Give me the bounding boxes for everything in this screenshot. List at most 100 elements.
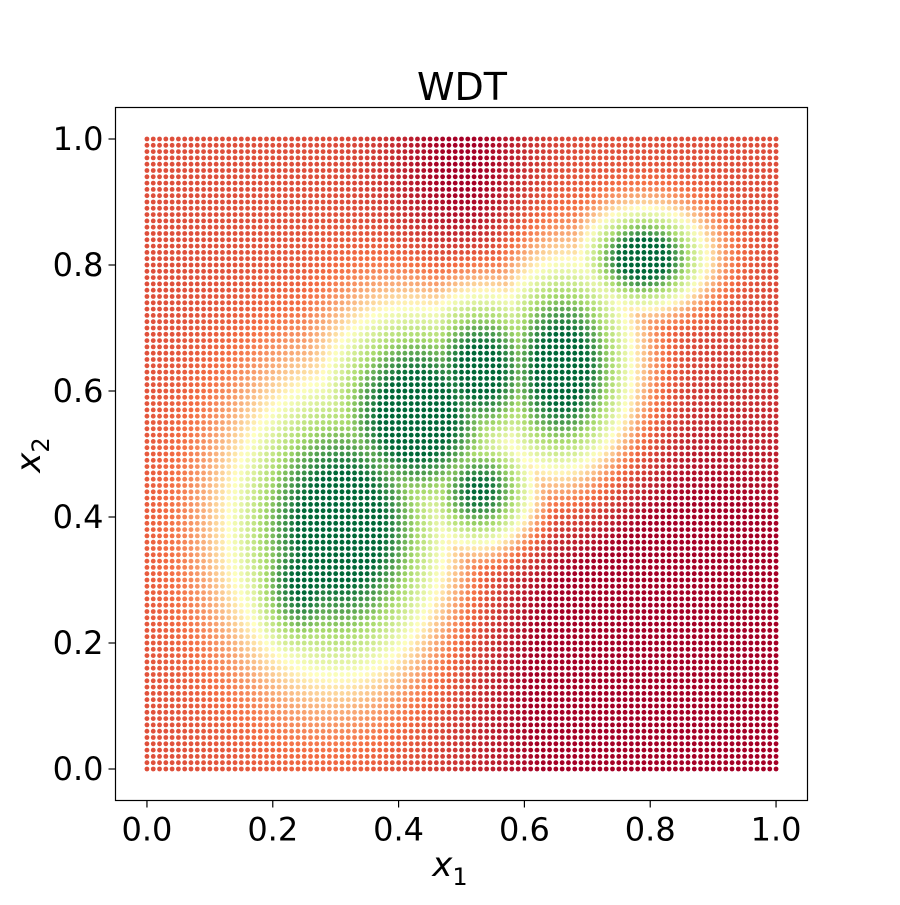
data-point: [459, 628, 464, 633]
data-point: [345, 684, 351, 690]
data-point: [157, 590, 162, 595]
data-point: [194, 457, 200, 463]
data-point: [389, 590, 395, 595]
data-point: [207, 634, 213, 640]
data-point: [226, 609, 232, 614]
data-point: [459, 565, 464, 570]
data-point: [717, 653, 722, 658]
data-point: [591, 615, 597, 621]
data-point: [672, 709, 678, 715]
data-point: [471, 684, 477, 690]
data-point: [660, 760, 666, 766]
data-point: [704, 609, 710, 614]
data-point: [308, 583, 313, 589]
data-point: [339, 577, 345, 583]
data-point: [496, 508, 502, 514]
data-point: [566, 728, 571, 734]
data-point: [427, 728, 433, 734]
data-point: [471, 470, 477, 476]
data-point: [169, 665, 175, 671]
data-point: [691, 697, 697, 703]
data-point: [654, 489, 659, 495]
data-point: [238, 583, 244, 589]
data-point: [628, 502, 634, 507]
data-point: [584, 684, 590, 690]
data-point: [685, 640, 691, 646]
data-point: [415, 558, 420, 564]
data-point: [540, 508, 546, 514]
data-point: [534, 546, 540, 551]
data-point: [257, 602, 263, 608]
data-point: [144, 615, 150, 621]
data-point: [559, 590, 565, 595]
data-point: [452, 760, 458, 766]
data-point: [157, 634, 162, 640]
data-point: [597, 483, 603, 488]
data-point: [584, 722, 590, 728]
data-point: [490, 565, 496, 570]
data-point: [616, 558, 622, 564]
data-point: [578, 533, 584, 539]
data-point: [660, 697, 666, 703]
data-point: [503, 697, 508, 703]
data-point: [528, 602, 534, 608]
data-point: [578, 470, 584, 476]
data-point: [238, 602, 244, 608]
data-point: [176, 678, 181, 684]
data-point: [157, 628, 162, 633]
data-point: [326, 508, 332, 514]
data-point: [477, 602, 483, 608]
data-point: [566, 691, 571, 696]
data-point: [396, 703, 401, 709]
data-point: [572, 754, 578, 759]
data-point: [735, 747, 741, 753]
data-point: [182, 678, 188, 684]
data-point: [547, 571, 552, 577]
data-point: [591, 514, 597, 520]
data-point: [245, 659, 251, 665]
data-point: [654, 495, 659, 501]
data-point: [465, 709, 471, 715]
data-point: [226, 457, 232, 463]
data-point: [767, 728, 773, 734]
data-point: [308, 697, 313, 703]
data-point: [597, 678, 603, 684]
data-point: [591, 728, 597, 734]
data-point: [295, 558, 301, 564]
data-point: [540, 709, 546, 715]
data-point: [452, 640, 458, 646]
data-point: [679, 691, 685, 696]
data-point: [440, 476, 446, 482]
data-point: [748, 653, 754, 658]
data-point: [622, 615, 628, 621]
data-point: [547, 691, 552, 696]
data-point: [220, 602, 225, 608]
data-point: [163, 709, 169, 715]
data-point: [660, 577, 666, 583]
data-point: [534, 483, 540, 488]
data-point: [729, 527, 735, 532]
data-point: [226, 703, 232, 709]
data-point: [704, 495, 710, 501]
data-point: [616, 583, 622, 589]
data-point: [547, 634, 552, 640]
data-point: [628, 464, 634, 469]
data-point: [635, 470, 641, 476]
data-point: [169, 514, 175, 520]
data-point: [484, 634, 490, 640]
data-point: [547, 621, 552, 627]
data-point: [610, 640, 615, 646]
data-point: [522, 552, 527, 558]
data-point: [603, 533, 609, 539]
data-point: [647, 558, 653, 564]
data-point: [666, 735, 672, 740]
data-point: [547, 489, 552, 495]
data-point: [679, 703, 685, 709]
data-point: [264, 691, 269, 696]
data-point: [238, 596, 244, 602]
data-point: [717, 646, 722, 652]
data-point: [515, 508, 521, 514]
data-point: [742, 735, 747, 740]
data-point: [157, 735, 162, 740]
data-point: [578, 514, 584, 520]
